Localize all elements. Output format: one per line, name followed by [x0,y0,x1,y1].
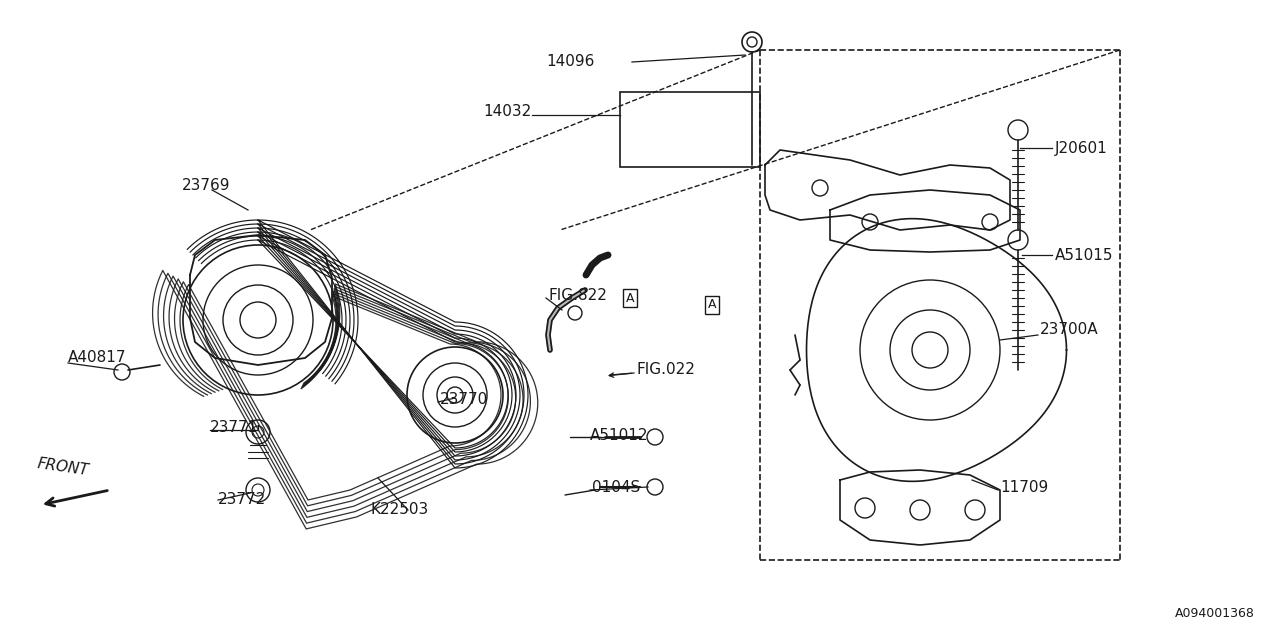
Text: A51012: A51012 [590,428,649,442]
Text: 23772: 23772 [218,493,266,508]
Text: A51015: A51015 [1055,248,1114,262]
Bar [620,92,760,167]
Text: A: A [626,291,635,305]
Text: FIG.822: FIG.822 [548,287,607,303]
Text: 23770: 23770 [440,392,488,408]
Text: FIG.022: FIG.022 [636,362,695,378]
Text: J20601: J20601 [1055,141,1107,156]
Text: A094001368: A094001368 [1175,607,1254,620]
Text: 23700A: 23700A [1039,323,1098,337]
Text: 14032: 14032 [484,104,532,120]
Text: 23769: 23769 [182,177,230,193]
Text: A: A [708,298,717,312]
Text: 23771: 23771 [210,420,259,435]
Text: FRONT: FRONT [36,456,90,478]
Text: 11709: 11709 [1000,481,1048,495]
Text: 0104S: 0104S [591,481,640,495]
Text: 14096: 14096 [547,54,595,70]
Text: K22503: K22503 [370,502,429,518]
Text: A40817: A40817 [68,351,127,365]
